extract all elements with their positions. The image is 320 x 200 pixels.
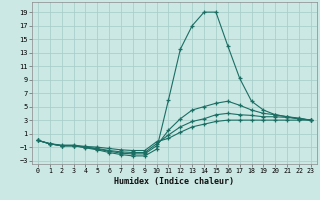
X-axis label: Humidex (Indice chaleur): Humidex (Indice chaleur)	[115, 177, 234, 186]
